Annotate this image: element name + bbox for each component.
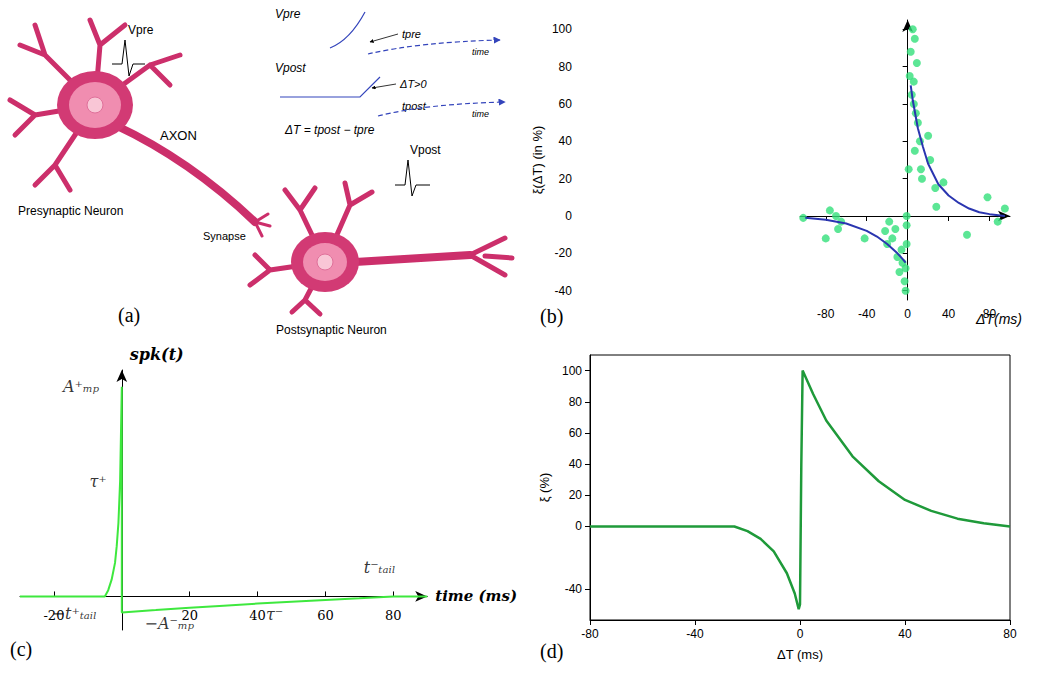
svg-text:Vpost: Vpost bbox=[275, 61, 306, 75]
svg-text:0: 0 bbox=[797, 627, 804, 641]
svg-text:60: 60 bbox=[559, 97, 573, 111]
svg-text:-80: -80 bbox=[817, 307, 835, 321]
svg-text:0: 0 bbox=[565, 209, 572, 223]
svg-text:100: 100 bbox=[552, 22, 572, 36]
svg-text:-40: -40 bbox=[858, 307, 876, 321]
svg-text:Vpre: Vpre bbox=[275, 7, 301, 21]
svg-text:80: 80 bbox=[559, 60, 573, 74]
svg-text:ΔT(ms): ΔT(ms) bbox=[976, 311, 1022, 327]
svg-text:40: 40 bbox=[559, 134, 573, 148]
svg-text:-40: -40 bbox=[555, 284, 573, 298]
svg-text:ξ (%): ξ (%) bbox=[537, 473, 552, 503]
svg-text:Presynaptic Neuron: Presynaptic Neuron bbox=[18, 204, 123, 218]
svg-text:80: 80 bbox=[385, 608, 402, 623]
svg-text:Synapse: Synapse bbox=[203, 230, 246, 242]
svg-text:A⁺ₘₚ: A⁺ₘₚ bbox=[61, 377, 100, 396]
svg-text:ΔT = tpost − tpre: ΔT = tpost − tpre bbox=[284, 123, 375, 137]
svg-text:0: 0 bbox=[575, 519, 582, 533]
svg-text:40: 40 bbox=[898, 627, 912, 641]
svg-text:ΔT>0: ΔT>0 bbox=[399, 78, 428, 90]
svg-text:(a): (a) bbox=[118, 304, 140, 327]
svg-text:80: 80 bbox=[569, 395, 583, 409]
svg-text:40: 40 bbox=[249, 608, 266, 623]
svg-text:0: 0 bbox=[904, 307, 911, 321]
svg-text:tpost: tpost bbox=[402, 100, 426, 112]
svg-text:100: 100 bbox=[562, 364, 582, 378]
svg-text:ξ(ΔT) (in %): ξ(ΔT) (in %) bbox=[530, 126, 545, 195]
svg-text:-40: -40 bbox=[686, 627, 704, 641]
svg-text:80: 80 bbox=[1003, 627, 1017, 641]
svg-text:AXON: AXON bbox=[160, 128, 197, 143]
svg-text:spk(t): spk(t) bbox=[129, 345, 184, 364]
svg-text:Postsynaptic Neuron: Postsynaptic Neuron bbox=[276, 323, 387, 337]
svg-text:τ⁻: τ⁻ bbox=[266, 605, 283, 624]
svg-text:60: 60 bbox=[317, 608, 334, 623]
svg-text:−A⁻ₘₚ: −A⁻ₘₚ bbox=[145, 614, 195, 633]
svg-text:t⁻ₜₐᵢₗ: t⁻ₜₐᵢₗ bbox=[364, 558, 396, 577]
svg-text:time: time bbox=[472, 47, 489, 57]
html-text:(b): (b) bbox=[540, 305, 564, 327]
svg-text:tpre: tpre bbox=[402, 28, 421, 40]
svg-text:Vpost: Vpost bbox=[410, 143, 441, 157]
svg-text:τ⁺: τ⁺ bbox=[89, 472, 106, 491]
svg-text:-40: -40 bbox=[565, 582, 583, 596]
svg-text:60: 60 bbox=[569, 426, 583, 440]
svg-text:20: 20 bbox=[559, 172, 573, 186]
svg-text:Vpre: Vpre bbox=[128, 23, 154, 37]
svg-text:40: 40 bbox=[942, 307, 956, 321]
svg-text:-80: -80 bbox=[581, 627, 599, 641]
svg-text:-20: -20 bbox=[555, 246, 573, 260]
svg-text:ΔT (ms): ΔT (ms) bbox=[777, 647, 823, 662]
html-text:(c): (c) bbox=[10, 638, 33, 660]
html-text:(d): (d) bbox=[540, 640, 564, 662]
svg-text:40: 40 bbox=[569, 457, 583, 471]
svg-text:80: 80 bbox=[983, 307, 997, 321]
svg-text:20: 20 bbox=[569, 488, 583, 502]
svg-text:−t⁺ₜₐᵢₗ: −t⁺ₜₐᵢₗ bbox=[52, 604, 97, 623]
svg-text:time: time bbox=[472, 109, 489, 119]
svg-text:time (ms): time (ms) bbox=[435, 587, 517, 605]
